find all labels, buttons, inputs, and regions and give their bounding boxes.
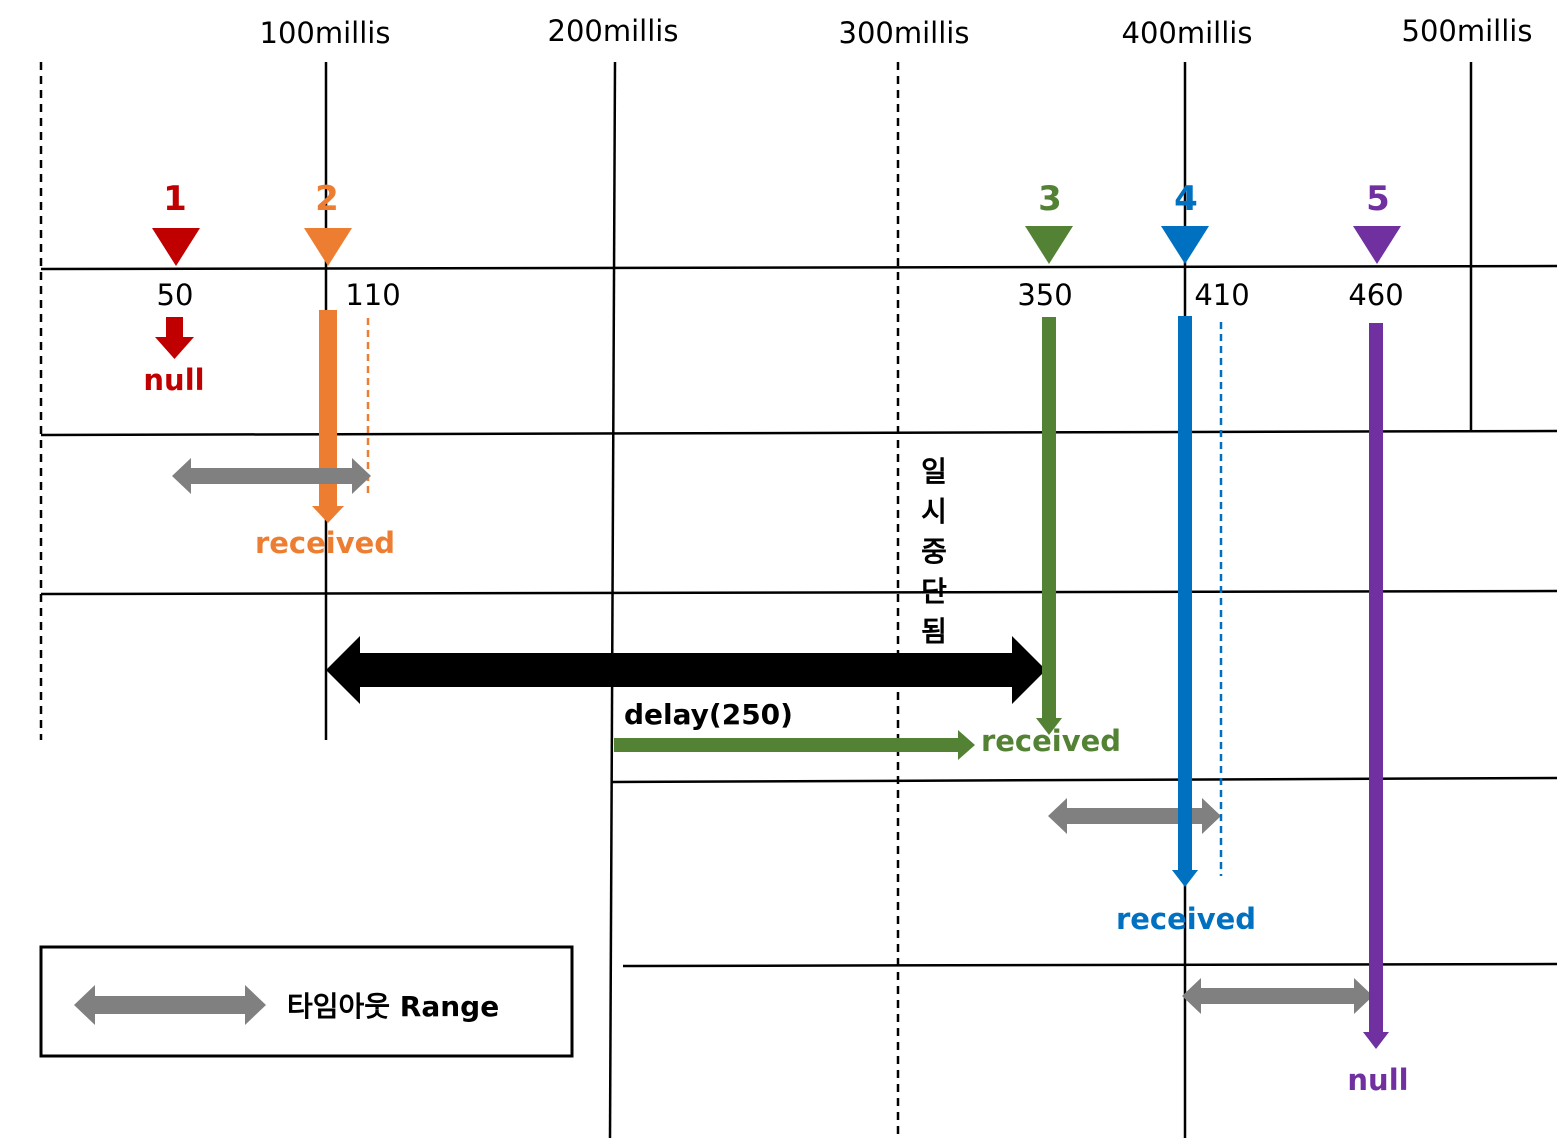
header-400millis: 400millis <box>1122 16 1253 50</box>
marker-3-result-arrow <box>1036 317 1062 735</box>
marker-4-result-arrow <box>1172 316 1198 887</box>
marker-2-result-arrow <box>312 310 344 523</box>
legend: 타임아웃 Range <box>39 945 574 1058</box>
marker-5-label: 5 <box>1366 179 1390 219</box>
marker-2-time: 110 <box>345 278 400 312</box>
marker-3-label: 3 <box>1038 179 1062 219</box>
marker-1-result-arrow <box>155 317 194 359</box>
delay-arrow <box>614 730 975 760</box>
marker-2-label: 2 <box>315 179 339 219</box>
marker-4-label: 4 <box>1174 179 1198 219</box>
legend-label: 타임아웃 Range <box>287 990 499 1023</box>
horizontal-lines <box>40 264 1557 968</box>
suspended-char-3: 중 <box>921 535 947 568</box>
marker-1-result: null <box>143 363 204 397</box>
vline-200 <box>608 61 617 1138</box>
marker-4-triangle <box>1161 226 1209 264</box>
suspended-char-5: 됨 <box>921 615 947 648</box>
marker-1-triangle <box>152 228 200 266</box>
marker-1-label: 1 <box>163 179 187 219</box>
suspension-double-arrow <box>326 636 1046 704</box>
marker-2-triangle <box>304 228 352 266</box>
marker-3-triangle <box>1025 226 1073 264</box>
marker-1-time: 50 <box>157 278 194 312</box>
timeout-range-arrow-4 <box>1048 798 1221 834</box>
delay-label: delay(250) <box>624 698 793 731</box>
marker-4-result: received <box>1116 902 1256 936</box>
marker-4-time: 410 <box>1194 278 1249 312</box>
suspended-char-1: 일 <box>921 455 947 488</box>
legend-arrow-icon <box>74 985 266 1025</box>
hline-2 <box>40 429 1557 437</box>
marker-5-result: null <box>1347 1063 1408 1097</box>
suspended-char-2: 시 <box>921 495 947 528</box>
marker-2-result: received <box>255 526 395 560</box>
timeout-range-arrow-5 <box>1182 978 1373 1014</box>
marker-3-time: 350 <box>1017 278 1072 312</box>
marker-3-result: received <box>981 724 1121 758</box>
header-500millis: 500millis <box>1402 14 1533 48</box>
hline-4 <box>611 776 1557 784</box>
hline-timeline <box>40 264 1557 271</box>
timeout-range-arrow-2 <box>172 458 371 494</box>
header-100millis: 100millis <box>260 16 391 50</box>
header-300millis: 300millis <box>839 16 970 50</box>
marker-5-result-arrow <box>1363 323 1389 1049</box>
marker-5-time: 460 <box>1348 278 1403 312</box>
suspended-char-4: 단 <box>921 575 947 608</box>
suspended-label: 일 시 중 단 됨 <box>921 455 947 648</box>
header-200millis: 200millis <box>548 14 679 48</box>
hline-5 <box>622 962 1557 968</box>
marker-5-triangle <box>1353 226 1401 264</box>
hline-3 <box>40 589 1557 596</box>
